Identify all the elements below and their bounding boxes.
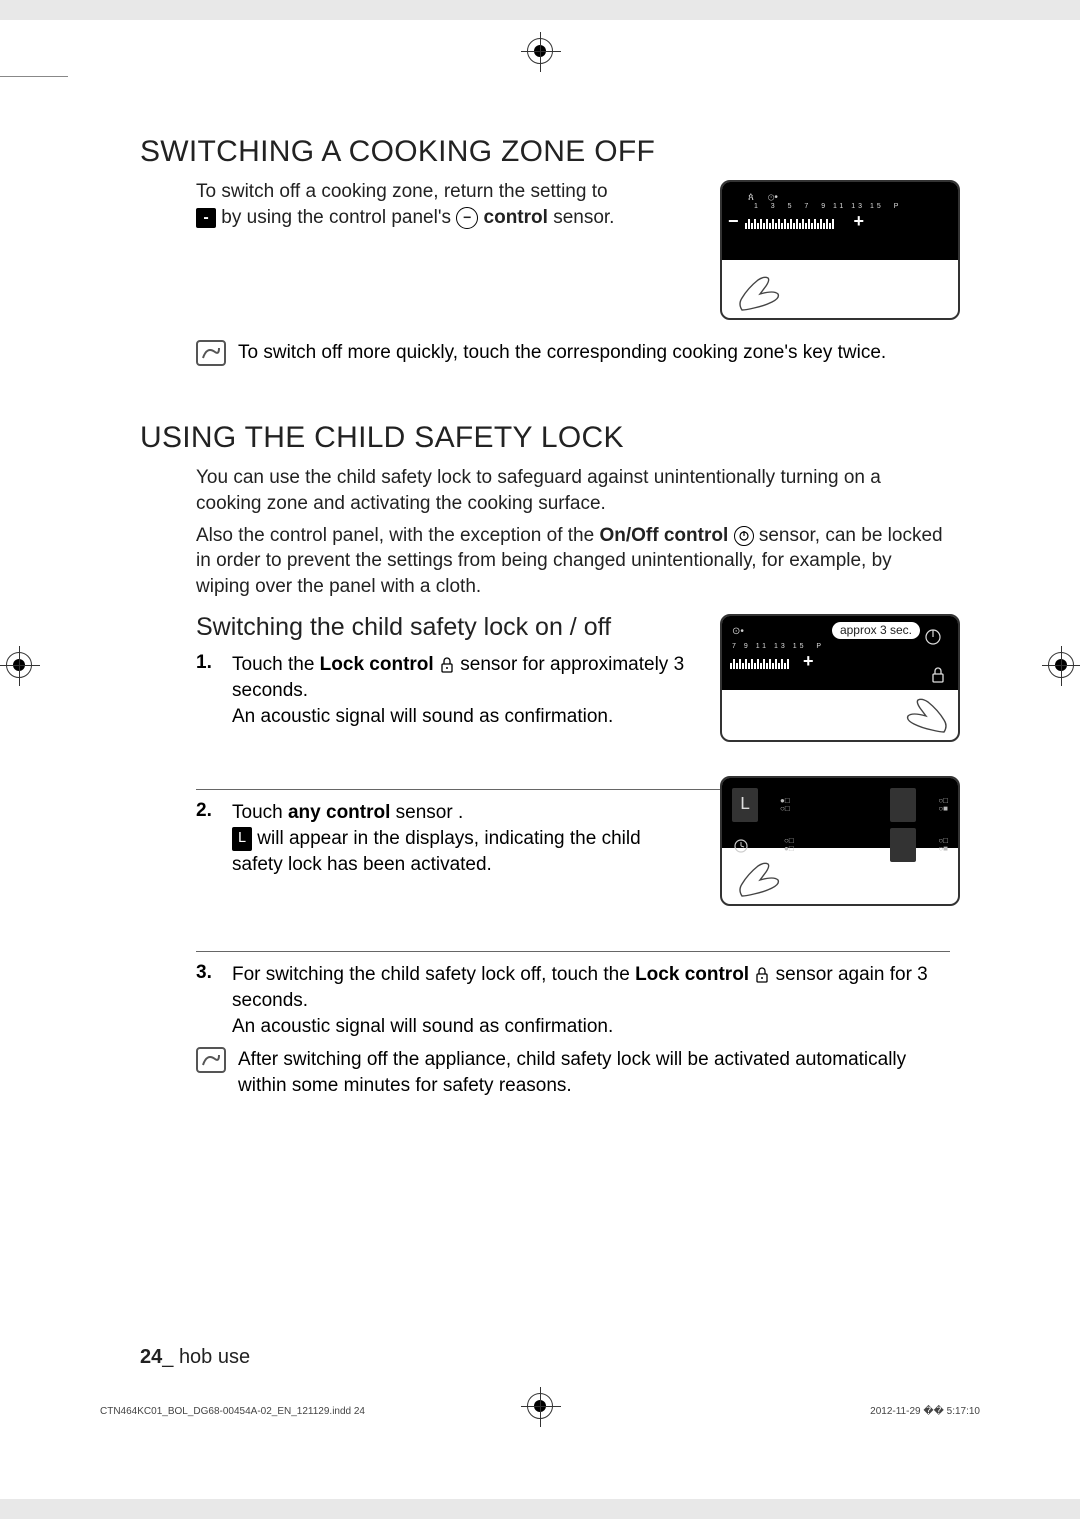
control-panel: approx 3 sec. ⊙• 7 9 11 13 15 P [722, 616, 958, 690]
lock-icon [439, 656, 455, 674]
timer-icon [732, 836, 750, 854]
step-number: 2. [196, 800, 212, 822]
note-text: To switch off more quickly, touch the co… [238, 340, 886, 366]
power-icon [734, 526, 754, 546]
divider [196, 951, 950, 952]
zone-indicator-icon: ○□●□ [784, 837, 794, 853]
step-number: 1. [196, 652, 212, 674]
paragraph: Also the control panel, with the excepti… [196, 523, 950, 600]
figure-lock-display: L ●□○□ ○□○■ ○□●□ ○□○■ [720, 776, 960, 906]
paragraph: You can use the child safety lock to saf… [196, 465, 950, 516]
minus-icon: − [728, 211, 739, 232]
section-heading: USING THE CHILD SAFETY LOCK [140, 421, 950, 455]
text-bold: Lock control [635, 964, 749, 985]
circle-minus-icon: − [456, 207, 478, 229]
text: sensor . [396, 802, 464, 823]
section-label: hob use [179, 1346, 250, 1368]
zone-indicator-icon: ○□○■ [938, 837, 948, 853]
text: Also the control panel, with the excepti… [196, 525, 599, 546]
crop-mark [0, 76, 68, 77]
text-bold: On/Off control [599, 525, 728, 546]
figure-switch-off: ጰ ⊙• 1 3 5 7 9 11 13 15 P − [720, 180, 960, 320]
display-blank [890, 828, 916, 862]
scale-numbers: 7 9 11 13 15 P [732, 643, 952, 650]
text: sensor. [553, 207, 614, 228]
zone-icon: ⊙• [768, 192, 778, 203]
register-mark-icon [1048, 652, 1074, 678]
imprint-file: CTN464KC01_BOL_DG68-00454A-02_EN_121129.… [100, 1406, 365, 1417]
text-bold: any control [288, 802, 390, 823]
scale-numbers: 1 3 5 7 9 11 13 15 P [754, 203, 952, 210]
section-heading: SWITCHING A COOKING ZONE OFF [140, 135, 950, 169]
scale-bars [745, 215, 834, 229]
register-mark-icon [6, 652, 32, 678]
note-text: After switching off the appliance, child… [238, 1047, 950, 1098]
zone-icon: ⊙• [732, 626, 744, 637]
heat-icon: ጰ [748, 192, 754, 203]
text-bold: control [484, 207, 548, 228]
hand-icon [736, 274, 791, 312]
imprint-timestamp: 2012-11-29 �� 5:17:10 [870, 1406, 980, 1417]
step-number: 3. [196, 962, 212, 984]
text: Touch [232, 802, 288, 823]
text-bold: Lock control [320, 654, 434, 675]
hand-icon [736, 860, 791, 898]
minus-box-icon: - [196, 208, 216, 228]
figure-lock-on: approx 3 sec. ⊙• 7 9 11 13 15 P [720, 614, 960, 742]
scale-bars [730, 655, 789, 669]
note-row: After switching off the appliance, child… [196, 1047, 950, 1098]
note-icon [196, 1047, 226, 1073]
step-row: 3. For switching the child safety lock o… [140, 962, 950, 1039]
zone-indicator-icon: ●□○□ [780, 797, 790, 813]
text: Touch the [232, 654, 320, 675]
page: SWITCHING A COOKING ZONE OFF To switch o… [0, 20, 1080, 1499]
plus-icon: + [803, 651, 814, 672]
zone-indicator-icon: ○□○■ [938, 797, 948, 813]
scale-row: + [730, 651, 952, 672]
imprint-bar: CTN464KC01_BOL_DG68-00454A-02_EN_121129.… [100, 1406, 980, 1417]
lock-icon [754, 966, 770, 984]
step-body: For switching the child safety lock off,… [232, 962, 950, 1039]
register-mark-icon [527, 38, 553, 64]
text: To switch off a cooking zone, return the… [196, 181, 608, 202]
text: by using the control panel's [221, 207, 456, 228]
text: An acoustic signal will sound as confirm… [232, 706, 613, 727]
power-icon [924, 628, 942, 646]
page-number: 24 [140, 1346, 162, 1368]
hand-icon [895, 696, 950, 734]
callout-label: approx 3 sec. [832, 622, 920, 639]
note-row: To switch off more quickly, touch the co… [196, 340, 950, 366]
note-icon [196, 340, 226, 366]
display-l: L [732, 788, 758, 822]
scale-row: − + [728, 211, 952, 232]
text: will appear in the displays, indicating … [232, 828, 641, 875]
footer: 24_ hob use [140, 1346, 250, 1369]
text: An acoustic signal will sound as confirm… [232, 1016, 613, 1037]
lock-icon [930, 666, 946, 684]
text: For switching the child safety lock off,… [232, 964, 635, 985]
control-panel: ጰ ⊙• 1 3 5 7 9 11 13 15 P − [722, 182, 958, 260]
plus-icon: + [854, 211, 865, 232]
control-panel: L ●□○□ ○□○■ ○□●□ ○□○■ [722, 778, 958, 848]
display-blank [890, 788, 916, 822]
l-display-icon: L [232, 827, 252, 851]
